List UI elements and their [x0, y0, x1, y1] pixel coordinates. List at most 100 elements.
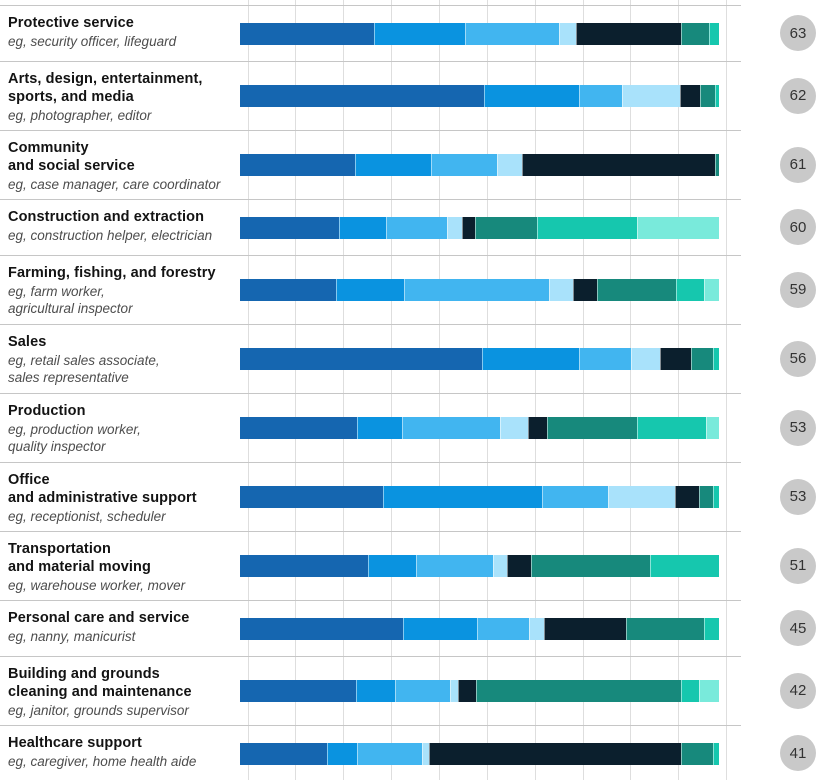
- bar-segment-dark-blue: [240, 486, 383, 508]
- bar-segment-dark-navy: [572, 279, 598, 301]
- occupation-row: Office and administrative support eg, rec…: [0, 462, 832, 531]
- bar-zone: [240, 657, 741, 725]
- row-main: Construction and extraction eg, construct…: [0, 199, 741, 255]
- occupation-title: Protective service: [8, 15, 134, 31]
- occupation-label: Community and social service eg, case man…: [0, 131, 240, 199]
- occupation-examples: eg, warehouse worker, mover: [8, 578, 186, 593]
- bar-segment-dark-navy: [575, 22, 681, 45]
- bar-segment-medium-blue: [402, 617, 478, 640]
- bar-segment-light-aqua: [698, 680, 719, 702]
- occupation-examples: eg, janitor, grounds supervisor: [8, 703, 189, 718]
- occupation-label: Transportation and material moving eg, wa…: [0, 532, 240, 600]
- score-badge-column: 41: [741, 725, 832, 781]
- score-badge-column: 59: [741, 255, 832, 324]
- gridline: [486, 0, 488, 780]
- bar-segment-dark-navy: [458, 680, 477, 702]
- stacked-bar: [240, 486, 719, 508]
- occupation-label: Arts, design, entertainment, sports, and…: [0, 62, 240, 130]
- stacked-bar: [240, 417, 719, 439]
- bar-segment-dark-navy: [461, 216, 476, 239]
- occupation-examples: eg, photographer, editor: [8, 108, 152, 123]
- bar-zone: [240, 256, 741, 324]
- gridline: [438, 0, 440, 780]
- bar-segment-light-blue: [430, 154, 498, 176]
- bar-zone: [240, 394, 741, 462]
- bar-segment-pale-blue: [446, 216, 462, 239]
- bar-segment-medium-blue: [355, 680, 395, 702]
- occupation-title: Farming, fishing, and forestry: [8, 265, 216, 281]
- row-main: Farming, fishing, and forestry eg, farm w…: [0, 255, 741, 324]
- row-main: Personal care and service eg, nanny, mani…: [0, 600, 741, 656]
- occupation-title: Healthcare support: [8, 735, 142, 751]
- row-main: Production eg, production worker, quality…: [0, 393, 741, 462]
- gridline: [343, 0, 345, 780]
- score-badge: 53: [780, 478, 816, 515]
- score-badge: 41: [780, 735, 816, 771]
- stacked-bar: [240, 279, 719, 301]
- stacked-bar: [240, 348, 719, 370]
- bar-segment-medium-blue: [367, 555, 417, 577]
- score-badge: 45: [780, 610, 816, 646]
- bar-segment-dark-navy: [543, 617, 626, 640]
- bar-segment-turquoise: [704, 617, 719, 640]
- occupation-examples: eg, production worker, quality inspector: [8, 422, 141, 454]
- bar-segment-light-aqua: [705, 417, 719, 439]
- bar-segment-dark-navy: [429, 742, 681, 765]
- bar-zone: [240, 726, 741, 781]
- row-main: Protective service eg, security officer, …: [0, 5, 741, 61]
- bar-segment-dark-navy: [674, 486, 699, 508]
- bar-segment-medium-blue: [382, 486, 542, 508]
- occupation-row: Transportation and material moving eg, wa…: [0, 531, 832, 600]
- occupation-title: Building and grounds cleaning and mainte…: [8, 666, 192, 700]
- occupation-row: Protective service eg, security officer, …: [0, 5, 832, 61]
- occupation-examples: eg, nanny, manicurist: [8, 629, 136, 644]
- bar-segment-turquoise: [680, 680, 699, 702]
- bar-zone: [240, 325, 741, 393]
- occupation-label: Construction and extraction eg, construct…: [0, 200, 240, 255]
- bar-segment-pale-blue: [559, 22, 576, 45]
- bar-segment-light-blue: [402, 417, 501, 439]
- bar-segment-dark-navy: [506, 555, 532, 577]
- bar-segment-dark-teal: [715, 154, 719, 176]
- bar-segment-dark-navy: [527, 417, 548, 439]
- occupation-row: Production eg, production worker, quality…: [0, 393, 832, 462]
- bar-segment-medium-blue: [356, 417, 403, 439]
- gridline: [247, 0, 249, 780]
- score-badge-column: 42: [741, 656, 832, 725]
- stacked-bar: [240, 742, 719, 765]
- occupation-title: Community and social service: [8, 140, 135, 174]
- row-main: Sales eg, retail sales associate, sales r…: [0, 324, 741, 393]
- occupation-title: Construction and extraction: [8, 209, 205, 225]
- occupation-title: Transportation and material moving: [8, 541, 151, 575]
- bar-segment-turquoise: [637, 417, 706, 439]
- bar-segment-pale-blue: [450, 680, 459, 702]
- bar-segment-light-aqua: [704, 279, 719, 301]
- bar-segment-dark-blue: [240, 742, 328, 765]
- bar-segment-dark-teal: [476, 680, 681, 702]
- bar-segment-turquoise: [650, 555, 719, 577]
- bar-segment-dark-teal: [547, 417, 638, 439]
- bar-segment-dark-blue: [240, 555, 368, 577]
- score-badge-column: 63: [741, 5, 832, 61]
- stacked-bar: [240, 680, 719, 702]
- bar-zone: [240, 532, 741, 600]
- occupation-examples: eg, receptionist, scheduler: [8, 509, 166, 524]
- bar-segment-dark-blue: [240, 348, 483, 370]
- occupation-label: Office and administrative support eg, rec…: [0, 463, 240, 531]
- bar-zone: [240, 601, 741, 656]
- bar-segment-light-blue: [477, 617, 529, 640]
- bar-segment-light-blue: [404, 279, 549, 301]
- bar-segment-dark-blue: [240, 417, 357, 439]
- stacked-bar: [240, 154, 719, 176]
- bar-segment-turquoise: [713, 486, 719, 508]
- bar-segment-light-blue: [465, 22, 560, 45]
- bar-segment-pale-blue: [500, 417, 528, 439]
- bar-segment-light-blue: [394, 680, 451, 702]
- occupation-label: Healthcare support eg, caregiver, home he…: [0, 726, 240, 781]
- row-main: Healthcare support eg, caregiver, home he…: [0, 725, 741, 781]
- bar-segment-pale-blue: [497, 154, 523, 176]
- bar-segment-light-aqua: [637, 216, 719, 239]
- bar-zone: [240, 62, 741, 130]
